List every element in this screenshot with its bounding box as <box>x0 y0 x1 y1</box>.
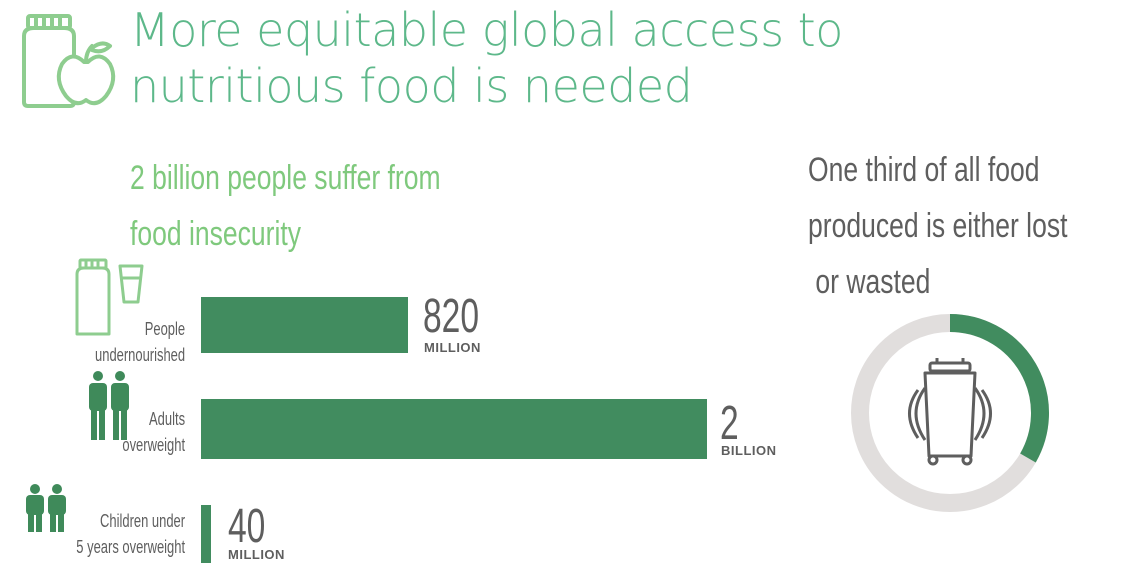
jar-and-apple-icon <box>22 14 116 108</box>
page-title: More equitable global access to nutritio… <box>130 2 1030 114</box>
row-3-label-line-2: 5 years overweight <box>76 537 185 557</box>
value-number-people-undernourished: 820 <box>423 290 480 343</box>
row-label-adults-overweight: Adults overweight <box>122 406 185 458</box>
row-1-label-line-2: undernourished <box>94 345 185 365</box>
trash-bin-icon <box>908 358 992 466</box>
row-label-people-undernourished: People undernourished <box>95 316 185 368</box>
value-unit-children-overweight: MILLION <box>228 547 285 562</box>
value-unit-people-undernourished: MILLION <box>424 340 481 355</box>
row-2-label-line-2: overweight <box>122 435 185 455</box>
left-subtitle-line-1: 2 billion people suffer from <box>130 159 441 197</box>
donut-chart <box>851 314 1049 512</box>
row-label-children-overweight: Children under 5 years overweight <box>76 508 185 560</box>
bar-children-overweight <box>201 505 211 563</box>
left-subtitle: 2 billion people suffer from food insecu… <box>130 150 536 262</box>
two-adults-icon <box>89 371 129 440</box>
right-subtitle-line-1: One third of all food <box>808 151 1040 189</box>
value-number-adults-overweight: 2 <box>720 397 739 450</box>
value-number-children-overweight: 40 <box>228 500 266 553</box>
right-subtitle-line-2: produced is either lost <box>808 207 1068 245</box>
right-subtitle-line-3: or wasted <box>808 263 931 301</box>
row-1-label-line-1: People <box>144 319 185 339</box>
bar-adults-overweight <box>201 399 707 459</box>
donut-slice-lost-or-wasted <box>949 314 1049 463</box>
title-text: More equitable global access to nutritio… <box>130 3 843 113</box>
jar-and-glass-icon <box>75 258 144 336</box>
two-children-icon <box>26 484 66 532</box>
value-unit-adults-overweight: BILLION <box>721 443 777 458</box>
right-subtitle: One third of all food produced is either… <box>808 142 1128 310</box>
row-3-label-line-1: Children under <box>99 511 185 531</box>
row-2-label-line-1: Adults <box>148 409 185 429</box>
left-subtitle-line-2: food insecurity <box>130 215 302 253</box>
bar-people-undernourished <box>201 297 408 353</box>
